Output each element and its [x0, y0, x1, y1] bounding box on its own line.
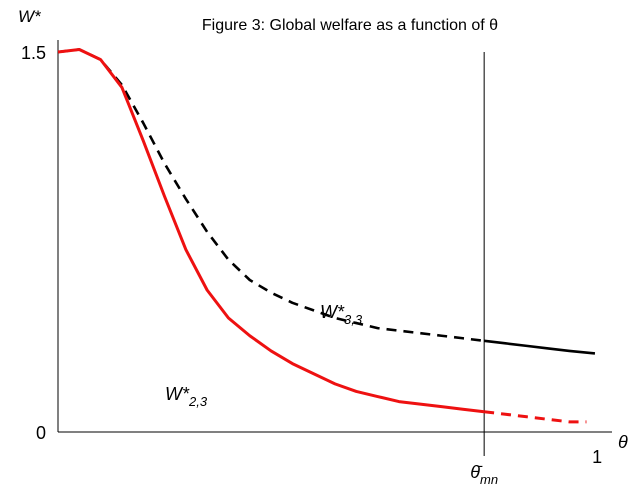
- threshold-label: θ̄mn: [470, 462, 498, 487]
- series-line-w33-after-threshold: [483, 339, 596, 355]
- series-label-w23-sub: 2,3: [188, 394, 208, 409]
- series-label-w33-main: W*: [320, 302, 345, 322]
- x-tick-label: 1: [592, 447, 602, 467]
- threshold-label-sub: mn: [480, 472, 498, 487]
- series-label-w33-sub: 3,3: [344, 312, 363, 327]
- chart-title: Figure 3: Global welfare as a function o…: [202, 17, 498, 34]
- series-label-w23: W*2,3: [165, 384, 208, 409]
- series-label-w23-main: W*: [165, 384, 190, 404]
- series-line-w33-before-threshold: [57, 48, 485, 343]
- series-layer: [57, 47, 596, 424]
- series-line-w23-before-threshold: [57, 47, 485, 414]
- threshold-label-main: θ̄: [470, 462, 483, 482]
- y-tick-label: 1.5: [21, 43, 46, 63]
- y-tick-label: 0: [36, 423, 46, 443]
- series-line-w23-after-threshold: [483, 410, 587, 424]
- y-axis-label: W*: [18, 7, 42, 26]
- series-label-w33: W*3,3: [320, 302, 363, 327]
- ticks-layer: 01.51: [21, 43, 602, 467]
- x-axis-label: θ: [618, 432, 628, 452]
